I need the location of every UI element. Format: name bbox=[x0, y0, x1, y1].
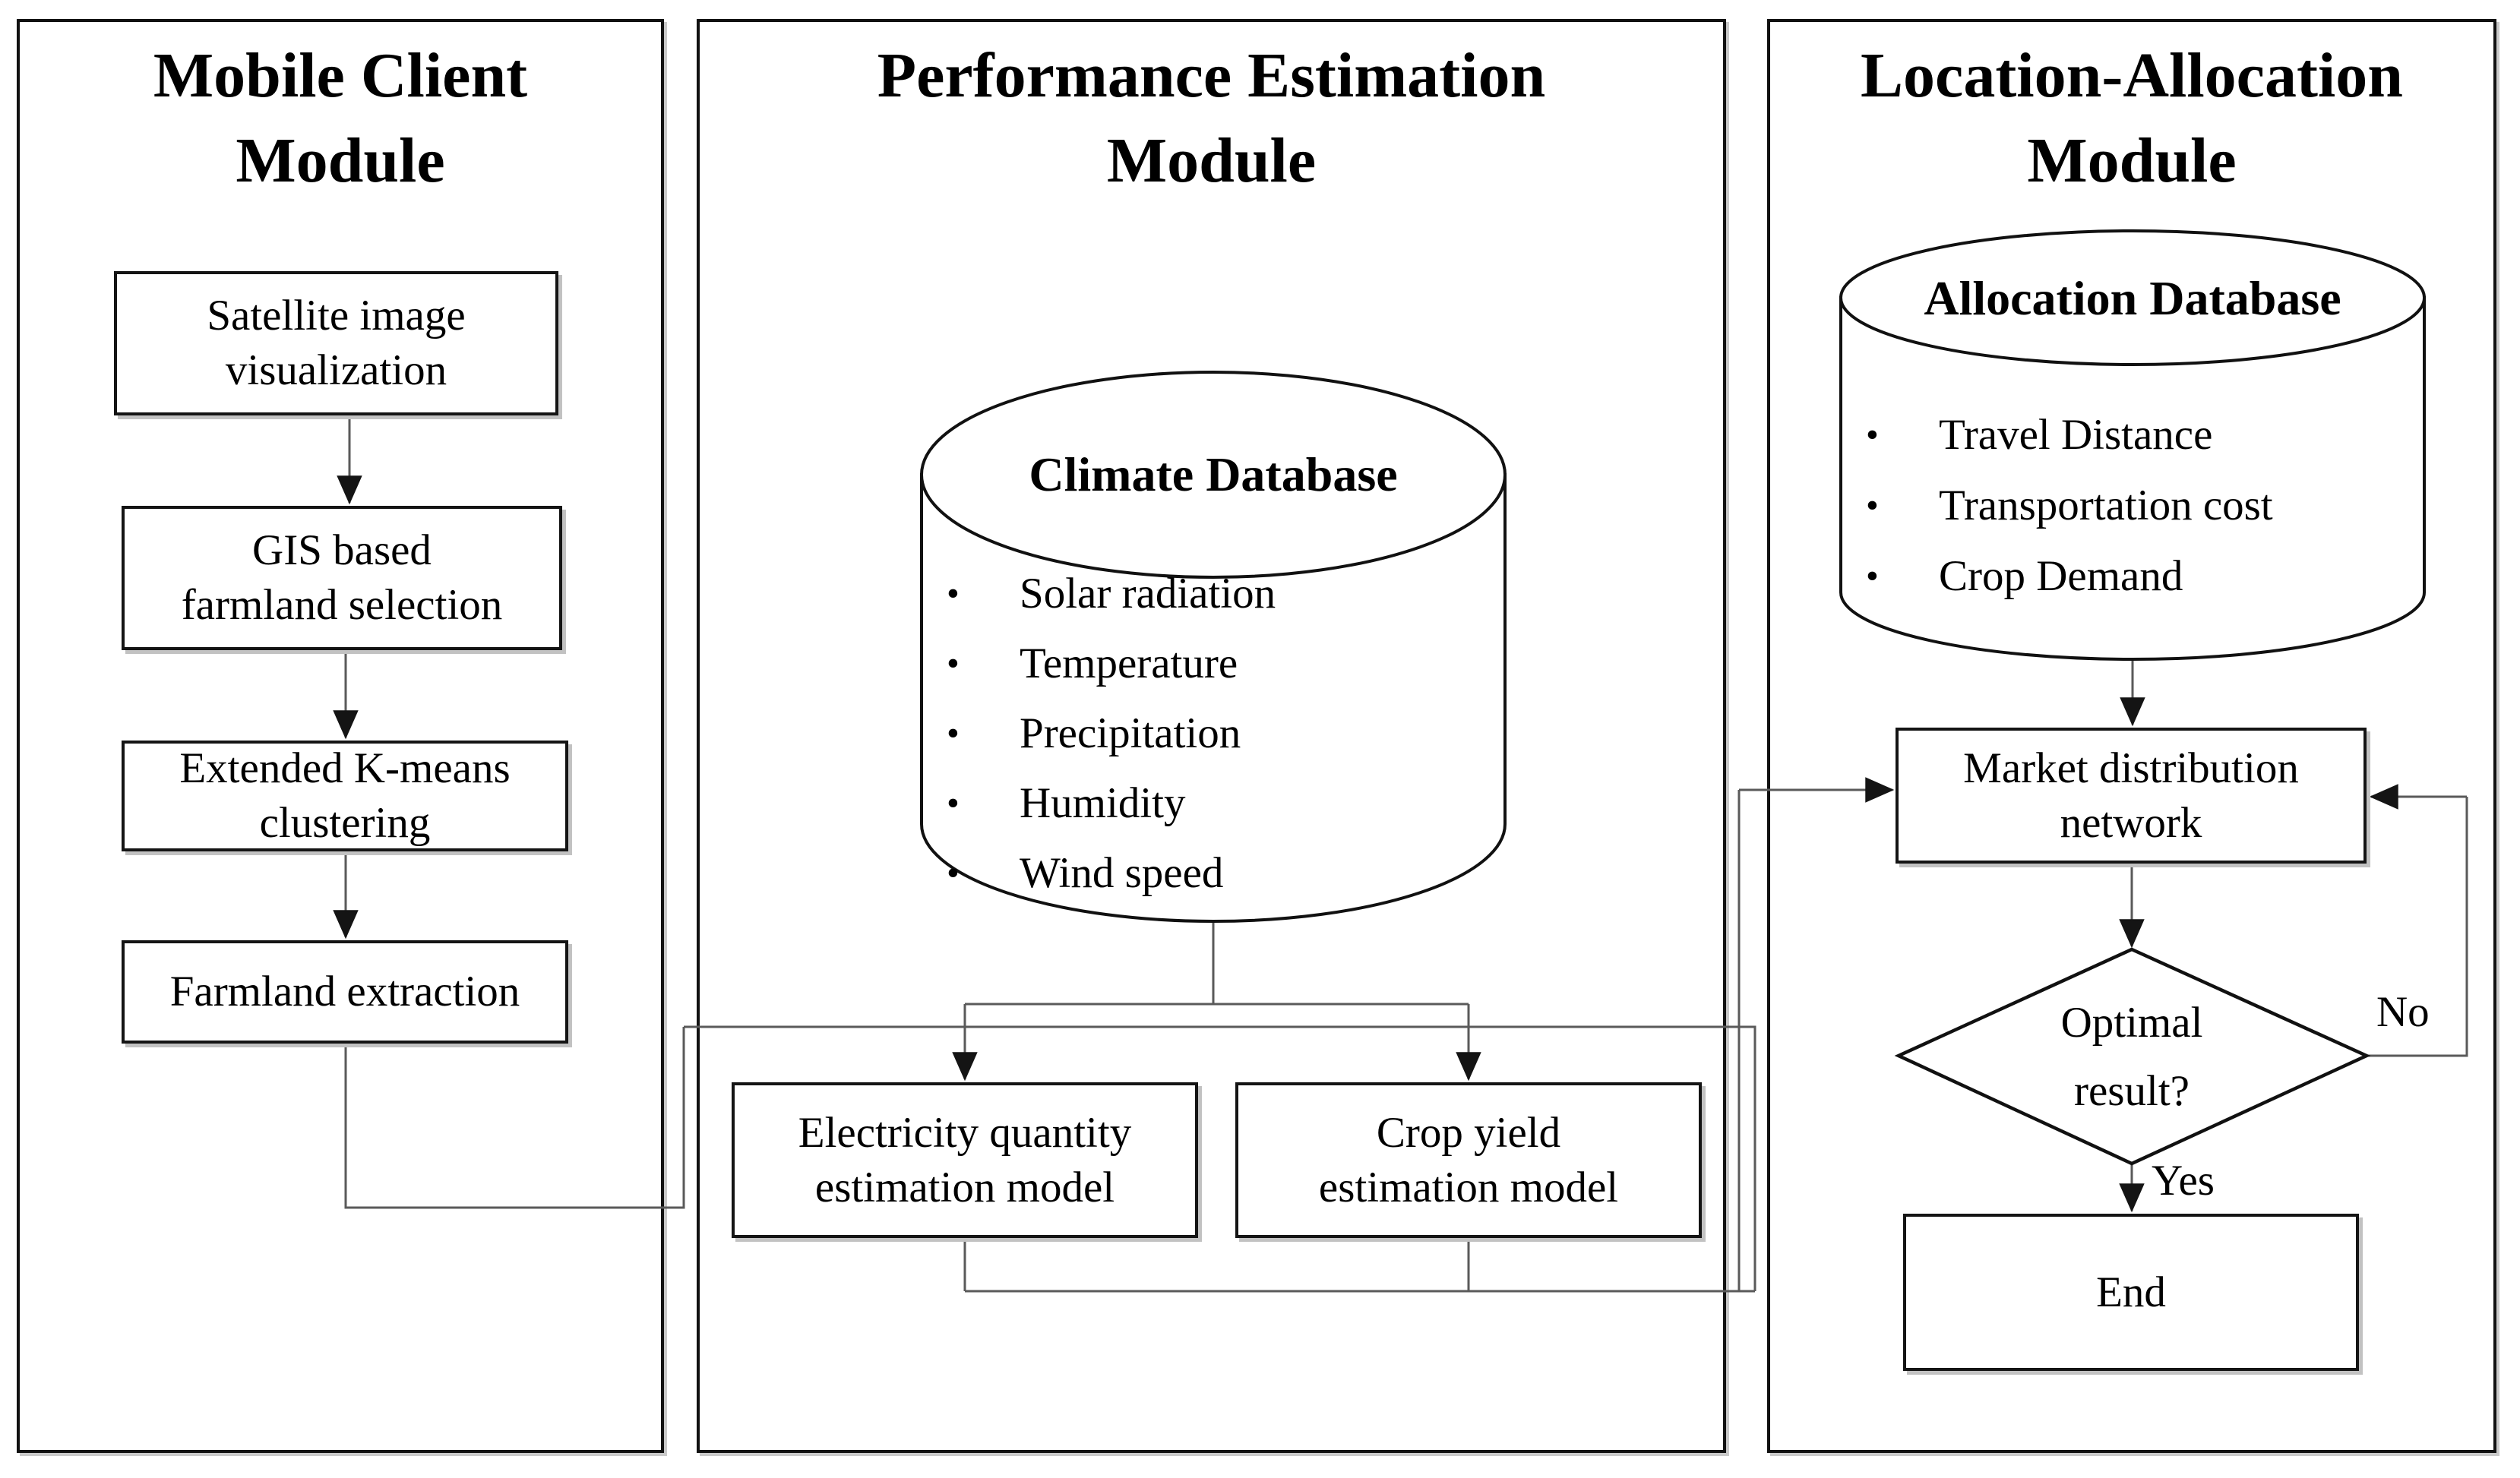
list-item: • Solar radiation bbox=[934, 558, 1497, 628]
allocation-item-label: Crop Demand bbox=[1939, 552, 2183, 600]
bullet-icon: • bbox=[947, 782, 960, 823]
panel-mobile-client-module bbox=[17, 19, 664, 1453]
list-item: • Temperature bbox=[934, 628, 1497, 698]
panel-location-allocation-module bbox=[1767, 19, 2496, 1453]
extended-kmeans-clustering-box: Extended K-means clustering bbox=[122, 741, 568, 851]
gis-farmland-selection-box: GIS based farmland selection bbox=[122, 506, 562, 650]
list-item: • Wind speed bbox=[934, 838, 1497, 908]
line-lower-rail-farmland bbox=[684, 1025, 1756, 1291]
bullet-icon: • bbox=[1866, 556, 1879, 596]
list-item: • Humidity bbox=[934, 768, 1497, 838]
allocation-database-title: Allocation Database bbox=[1924, 271, 2341, 325]
list-item: • Transportation cost bbox=[1854, 470, 2431, 541]
allocation-database-cylinder-body bbox=[1839, 296, 2426, 661]
end-box: End bbox=[1903, 1214, 2359, 1371]
list-item: • Crop Demand bbox=[1854, 541, 2431, 611]
location-allocation-module-title: Location-Allocation Module bbox=[1861, 40, 2403, 196]
list-item: • Precipitation bbox=[934, 698, 1497, 768]
allocation-database-items: • Travel Distance • Transportation cost … bbox=[1854, 400, 2431, 611]
allocation-item-label: Travel Distance bbox=[1939, 411, 2213, 459]
line-decision-no-out bbox=[2367, 797, 2468, 1057]
satellite-image-visualization-box: Satellite image visualization bbox=[114, 271, 558, 415]
crop-yield-estimation-model-box: Crop yield estimation model bbox=[1235, 1082, 1702, 1238]
optimal-result-diamond bbox=[1894, 947, 2371, 1166]
list-item: • Travel Distance bbox=[1854, 400, 2431, 470]
allocation-database-cylinder-top bbox=[1839, 229, 2426, 366]
no-branch-label: No bbox=[2376, 988, 2430, 1036]
climate-item-label: Temperature bbox=[1020, 639, 1238, 687]
allocation-item-label: Transportation cost bbox=[1939, 482, 2273, 529]
line-farmland-to-lower-rail bbox=[344, 1027, 685, 1209]
climate-database-title: Climate Database bbox=[1029, 447, 1398, 501]
market-distribution-network-box: Market distribution network bbox=[1896, 728, 2367, 864]
climate-item-label: Solar radiation bbox=[1020, 569, 1276, 617]
performance-estimation-module-title: Performance Estimation Module bbox=[877, 40, 1546, 196]
bullet-icon: • bbox=[947, 643, 960, 684]
bullet-icon: • bbox=[947, 573, 960, 614]
bullet-icon: • bbox=[1866, 415, 1879, 455]
electricity-quantity-estimation-model-box: Electricity quantity estimation model bbox=[732, 1082, 1198, 1238]
panel-performance-estimation-module bbox=[697, 19, 1726, 1453]
mobile-client-module-title: Mobile Client Module bbox=[153, 40, 528, 196]
climate-database-cylinder-top bbox=[920, 371, 1507, 579]
bullet-icon: • bbox=[947, 852, 960, 893]
climate-database-cylinder-body bbox=[920, 473, 1507, 923]
farmland-extraction-box: Farmland extraction bbox=[122, 940, 568, 1044]
climate-item-label: Precipitation bbox=[1020, 709, 1241, 757]
bullet-icon: • bbox=[1866, 485, 1879, 526]
climate-database-items: • Solar radiation • Temperature • Precip… bbox=[934, 558, 1497, 908]
optimal-result-label: Optimal result? bbox=[2060, 999, 2203, 1115]
climate-item-label: Wind speed bbox=[1020, 848, 1224, 897]
bullet-icon: • bbox=[947, 712, 960, 753]
climate-item-label: Humidity bbox=[1020, 778, 1186, 827]
yes-branch-label: Yes bbox=[2152, 1157, 2215, 1205]
